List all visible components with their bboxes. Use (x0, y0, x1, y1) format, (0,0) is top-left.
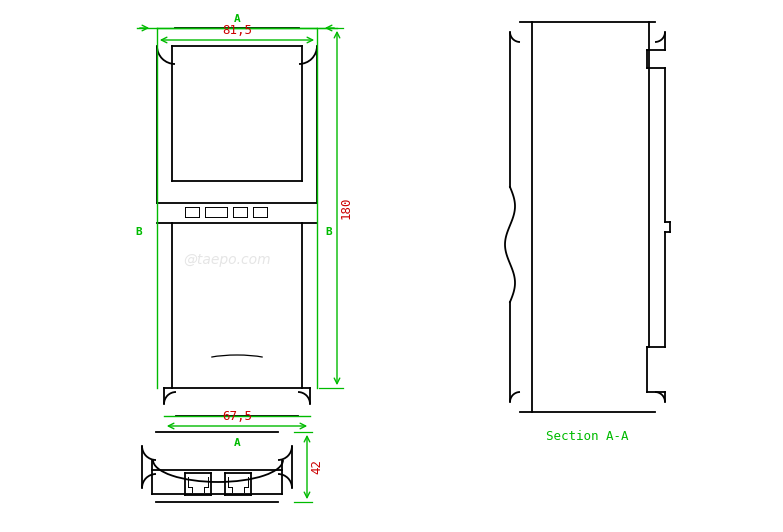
Text: 180: 180 (340, 197, 353, 219)
Text: 42: 42 (310, 460, 323, 475)
Text: A: A (233, 14, 240, 24)
Text: Section A-A: Section A-A (547, 430, 629, 443)
Text: B: B (135, 227, 143, 237)
Text: B: B (325, 227, 332, 237)
Text: A: A (233, 438, 240, 448)
Text: @taepo.com: @taepo.com (183, 253, 271, 267)
Text: 81,5: 81,5 (222, 24, 252, 37)
Text: 67,5: 67,5 (222, 410, 252, 423)
